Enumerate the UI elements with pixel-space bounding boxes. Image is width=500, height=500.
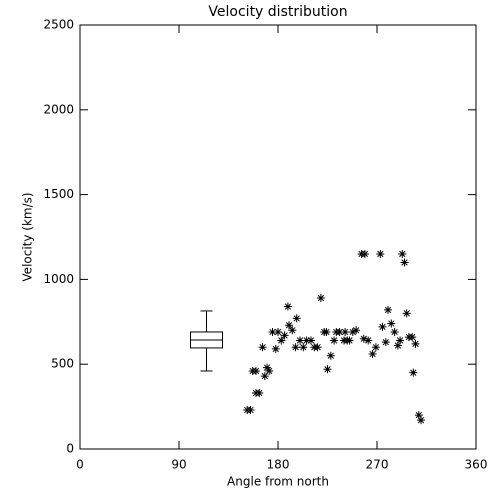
x-tick-label: 270 — [366, 458, 389, 472]
point — [378, 322, 387, 331]
point — [271, 344, 280, 353]
y-tick-label: 500 — [51, 357, 74, 371]
x-tick-label: 180 — [267, 458, 290, 472]
point — [268, 327, 277, 336]
point — [316, 294, 325, 303]
point — [292, 314, 301, 323]
point — [299, 343, 308, 352]
point — [283, 302, 292, 311]
point — [335, 327, 344, 336]
point — [411, 339, 420, 348]
point — [402, 309, 411, 318]
point — [322, 327, 331, 336]
point — [341, 327, 350, 336]
x-tick-label: 90 — [171, 458, 186, 472]
y-tick-label: 1000 — [43, 272, 74, 286]
point — [359, 334, 368, 343]
point — [414, 411, 423, 420]
point — [252, 366, 260, 375]
plot-frame — [79, 24, 477, 450]
point — [302, 336, 311, 345]
point — [265, 366, 274, 375]
point — [288, 326, 297, 335]
point — [323, 365, 332, 374]
x-tick-label: 360 — [465, 458, 488, 472]
point — [348, 327, 357, 336]
point — [280, 331, 289, 340]
point — [285, 321, 293, 330]
point — [384, 305, 392, 314]
point — [400, 258, 409, 267]
point — [291, 343, 300, 352]
point — [296, 336, 304, 345]
point — [398, 249, 407, 258]
point — [408, 333, 417, 342]
point — [376, 249, 385, 258]
point — [393, 341, 402, 350]
point — [396, 336, 405, 345]
point — [326, 351, 335, 360]
y-axis-label: Velocity (km/s) — [21, 192, 35, 281]
chart-title: Velocity distribution — [208, 4, 347, 20]
point — [255, 389, 264, 398]
point — [409, 368, 418, 377]
point — [387, 319, 396, 328]
point — [277, 336, 286, 345]
y-tick-label: 0 — [66, 442, 74, 456]
point — [352, 326, 361, 335]
point — [313, 343, 322, 352]
point — [246, 405, 255, 414]
point — [371, 343, 380, 352]
point — [390, 327, 399, 336]
point — [360, 249, 369, 258]
point — [381, 338, 390, 347]
point — [307, 336, 315, 345]
point — [260, 372, 269, 381]
y-tick-label: 1500 — [43, 187, 74, 201]
point — [368, 350, 377, 359]
point — [345, 336, 354, 345]
point — [417, 416, 425, 425]
point — [364, 336, 373, 345]
x-tick-label: 0 — [76, 458, 84, 472]
y-tick-label: 2000 — [43, 102, 74, 116]
point — [258, 343, 267, 352]
point — [263, 363, 271, 372]
x-axis-label: Angle from north — [227, 475, 329, 489]
y-tick-label: 2500 — [43, 18, 74, 32]
point — [274, 327, 282, 336]
point — [330, 336, 339, 345]
